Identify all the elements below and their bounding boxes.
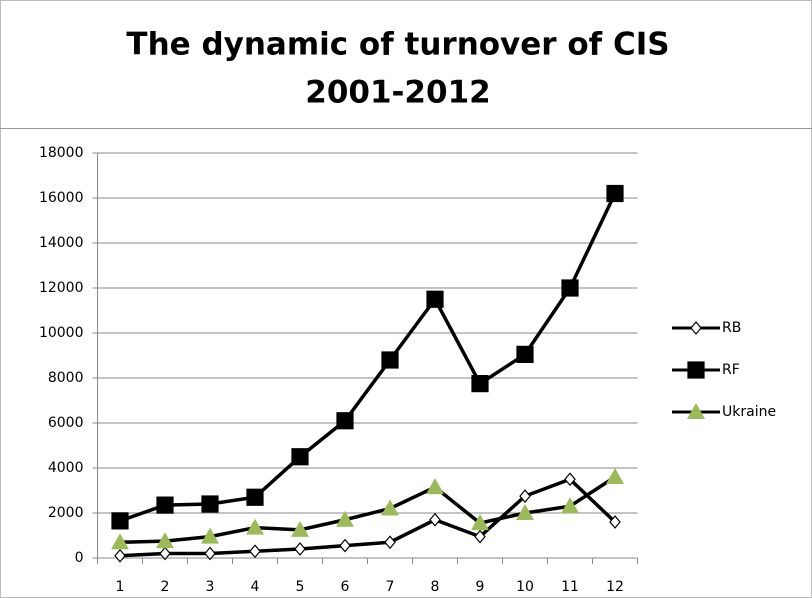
- data-point: [111, 512, 129, 530]
- data-point: [246, 488, 264, 506]
- data-point: [609, 515, 621, 529]
- y-tick-label: 6000: [48, 415, 84, 431]
- data-point: [201, 527, 219, 544]
- x-tick-label: 1: [116, 579, 125, 595]
- data-point: [156, 532, 174, 549]
- data-point: [249, 544, 261, 559]
- data-point: [339, 538, 351, 553]
- data-point: [606, 468, 624, 484]
- legend-marker: [687, 361, 705, 379]
- legend-label: RF: [722, 362, 740, 378]
- x-tick-label: 4: [251, 579, 260, 595]
- series-line: [119, 477, 617, 558]
- chart-title: The dynamic of turnover of CIS: [126, 27, 669, 63]
- data-point: [291, 448, 309, 466]
- legend-marker: [690, 321, 702, 335]
- data-point: [111, 533, 129, 550]
- data-point: [516, 345, 534, 363]
- data-point: [381, 499, 399, 516]
- x-tick-label: 7: [386, 579, 395, 595]
- legend-marker: [687, 403, 705, 419]
- data-point: [561, 497, 579, 514]
- data-point: [336, 510, 354, 527]
- y-tick-label: 0: [75, 550, 84, 566]
- data-point: [471, 514, 489, 531]
- y-tick-label: 18000: [39, 145, 84, 161]
- data-point: [606, 184, 624, 203]
- data-point: [564, 472, 576, 487]
- chart-subtitle: 2001-2012: [305, 75, 490, 111]
- y-tick-label: 16000: [39, 190, 84, 206]
- y-tick-label: 12000: [39, 280, 84, 296]
- x-tick-label: 11: [561, 579, 579, 595]
- x-tick-label: 12: [606, 579, 624, 595]
- data-point: [384, 535, 396, 550]
- x-tick-label: 8: [431, 579, 440, 595]
- legend-label: Ukraine: [722, 404, 776, 420]
- data-point: [381, 351, 399, 369]
- x-tick-label: 5: [296, 579, 305, 595]
- data-point: [426, 478, 444, 495]
- y-tick-label: 2000: [48, 505, 84, 521]
- data-point: [561, 279, 579, 297]
- data-point: [516, 504, 534, 520]
- data-point: [336, 412, 354, 430]
- y-tick-label: 4000: [48, 460, 84, 476]
- data-point: [294, 542, 306, 556]
- y-tick-label: 10000: [39, 325, 84, 341]
- y-tick-label: 8000: [48, 370, 84, 386]
- x-tick-label: 3: [206, 579, 215, 595]
- legend-label: RB: [722, 320, 741, 336]
- data-point: [291, 520, 309, 537]
- x-tick-label: 9: [476, 579, 485, 595]
- data-point: [204, 546, 216, 561]
- data-point: [246, 518, 264, 535]
- x-tick-label: 2: [161, 579, 170, 595]
- data-point: [474, 529, 486, 544]
- data-point: [114, 548, 126, 563]
- data-point: [471, 375, 489, 393]
- series-line: [119, 475, 616, 544]
- data-point: [156, 496, 174, 514]
- y-tick-label: 14000: [39, 235, 84, 251]
- data-point: [159, 546, 171, 561]
- data-point: [201, 495, 219, 513]
- x-tick-label: 10: [516, 579, 534, 595]
- data-point: [426, 290, 444, 308]
- data-point: [519, 489, 531, 504]
- data-point: [429, 512, 441, 527]
- x-tick-label: 6: [341, 579, 350, 595]
